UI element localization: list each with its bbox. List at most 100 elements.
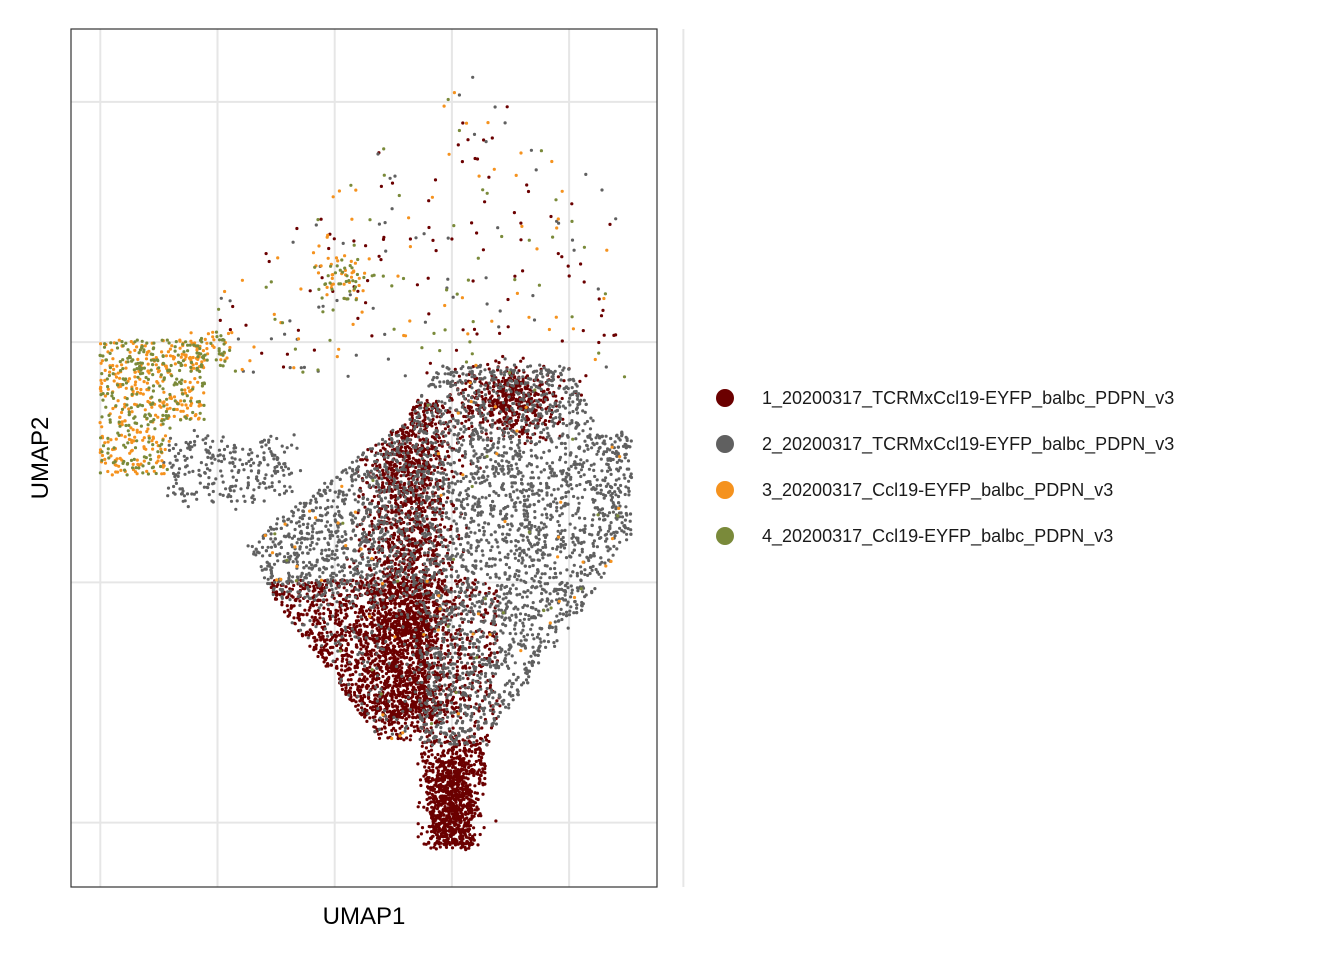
scatter-point — [452, 475, 456, 479]
scatter-point — [397, 684, 401, 688]
scatter-point — [344, 638, 348, 643]
scatter-point — [423, 752, 427, 756]
scatter-point — [421, 659, 425, 664]
scatter-point — [416, 556, 420, 560]
scatter-point — [356, 615, 360, 619]
scatter-point — [431, 417, 435, 422]
scatter-point — [384, 636, 388, 640]
scatter-point — [487, 586, 491, 590]
scatter-point — [365, 649, 369, 653]
scatter-point — [426, 622, 430, 626]
scatter-point — [396, 535, 400, 539]
scatter-point — [446, 751, 450, 755]
scatter-point — [406, 426, 410, 430]
scatter-point — [425, 371, 429, 375]
scatter-point — [405, 605, 409, 609]
scatter-point — [428, 422, 432, 426]
scatter-point — [477, 758, 481, 762]
scatter-point — [345, 658, 349, 662]
scatter-point — [349, 637, 354, 641]
scatter-point — [423, 415, 427, 419]
scatter-point — [449, 658, 453, 662]
scatter-point — [385, 693, 389, 697]
scatter-point — [465, 754, 469, 758]
scatter-point — [562, 379, 566, 383]
scatter-point — [440, 579, 444, 583]
scatter-point — [387, 704, 391, 708]
scatter-point — [420, 826, 425, 830]
scatter-point — [440, 572, 444, 576]
scatter-point — [406, 624, 410, 628]
scatter-point — [384, 620, 388, 625]
scatter-point — [360, 657, 364, 661]
scatter-point — [444, 845, 449, 850]
scatter-point — [388, 631, 392, 635]
scatter-point — [399, 736, 403, 740]
scatter-point — [394, 510, 398, 514]
scatter-point — [425, 656, 429, 661]
scatter-point — [416, 805, 420, 809]
scatter-point — [424, 639, 429, 643]
scatter-point — [362, 612, 366, 616]
scatter-point — [297, 614, 301, 618]
scatter-point — [391, 669, 395, 673]
scatter-point — [398, 670, 403, 675]
scatter-point — [344, 689, 348, 693]
scatter-point — [363, 544, 367, 548]
scatter-point — [405, 430, 409, 434]
scatter-point — [511, 387, 515, 391]
scatter-point — [397, 714, 401, 718]
scatter-point — [457, 458, 462, 462]
scatter-point — [372, 648, 376, 652]
scatter-point — [360, 458, 365, 462]
scatter-point — [407, 477, 411, 481]
scatter-point — [409, 734, 413, 738]
scatter-point — [406, 638, 410, 643]
scatter-point — [354, 704, 358, 708]
scatter-point — [373, 609, 377, 613]
scatter-point — [457, 739, 461, 743]
scatter-point — [521, 356, 525, 360]
scatter-point — [494, 359, 498, 363]
scatter-point — [348, 565, 352, 569]
scatter-point — [414, 616, 418, 620]
scatter-point — [423, 525, 427, 529]
scatter-point — [390, 702, 394, 706]
scatter-point — [389, 641, 393, 645]
scatter-point — [440, 517, 444, 521]
scatter-point — [448, 540, 452, 545]
scatter-point — [398, 640, 402, 644]
scatter-point — [404, 649, 408, 653]
scatter-point — [367, 696, 371, 701]
scatter-point — [360, 698, 364, 702]
scatter-point — [292, 604, 296, 608]
scatter-point — [459, 612, 463, 616]
scatter-point — [441, 626, 445, 630]
scatter-point — [412, 603, 416, 608]
scatter-point — [392, 656, 396, 660]
scatter-point — [425, 628, 429, 632]
scatter-point — [421, 694, 426, 698]
scatter-point — [388, 656, 392, 661]
scatter-point — [362, 622, 366, 626]
scatter-point — [365, 617, 369, 622]
scatter-point — [439, 754, 443, 758]
scatter-point — [393, 561, 397, 565]
scatter-point — [386, 601, 390, 606]
scatter-point — [469, 794, 473, 798]
scatter-point — [471, 588, 475, 592]
scatter-point — [361, 493, 365, 497]
scatter-point — [534, 391, 538, 395]
scatter-point — [439, 814, 443, 818]
scatter-point — [476, 807, 480, 811]
scatter-point — [473, 720, 477, 725]
scatter-point — [520, 388, 524, 392]
scatter-point — [516, 418, 520, 422]
scatter-point — [473, 724, 477, 728]
scatter-point — [467, 818, 471, 823]
scatter-point — [484, 690, 488, 694]
scatter-point — [415, 459, 419, 463]
scatter-point — [492, 592, 496, 596]
scatter-point — [486, 362, 490, 367]
scatter-point — [393, 627, 397, 631]
